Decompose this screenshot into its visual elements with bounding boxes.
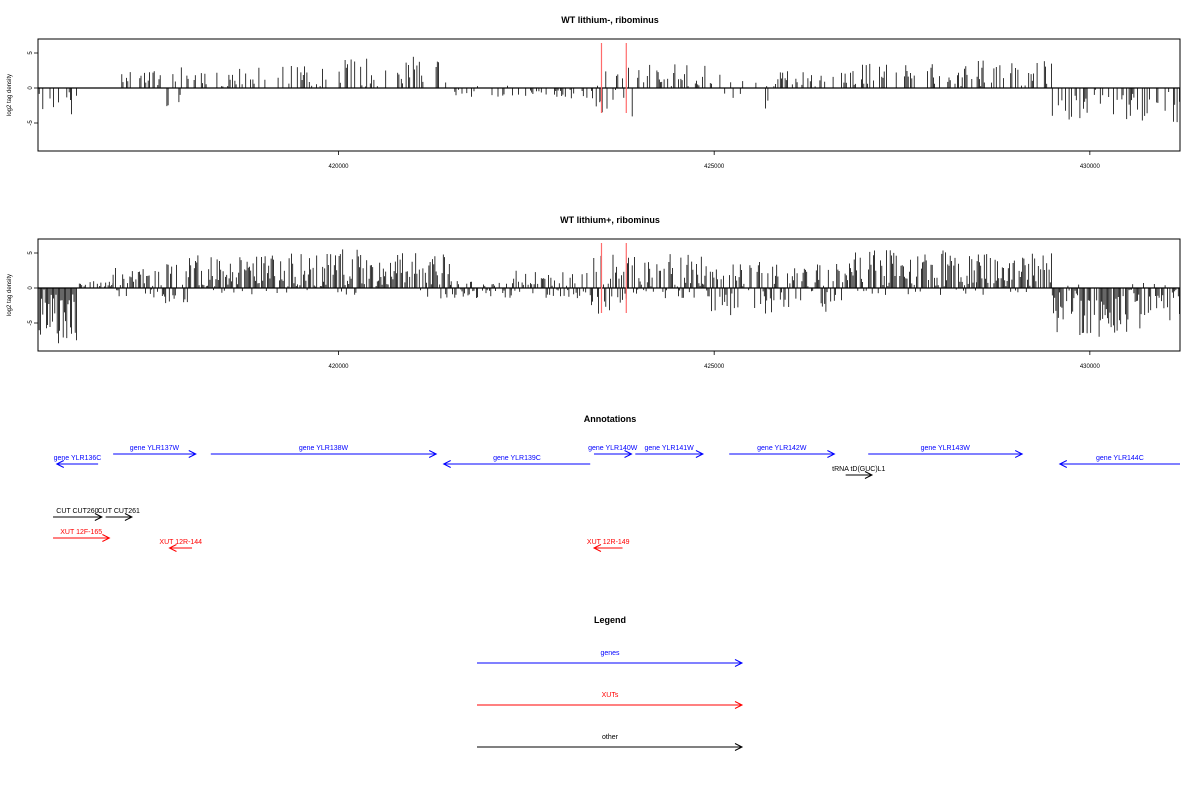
feature-label: gene YLR141W <box>644 445 694 452</box>
annotation-feature: XUT 12F-165 <box>53 529 111 542</box>
annotation-feature: gene YLR142W <box>729 445 836 458</box>
feature-arrow-arrowhead <box>592 544 602 552</box>
x-tick-label: 430000 <box>1080 364 1101 370</box>
feature-arrow-arrowhead <box>55 460 65 468</box>
legend: Legend genes XUTs other <box>477 615 744 751</box>
feature-arrow-arrowhead <box>188 450 197 458</box>
annotation-features: gene YLR136C gene YLR137W gene YLR138W gene… <box>53 445 1180 552</box>
annotation-feature: gene YLR136C <box>54 455 102 468</box>
region-markers <box>600 43 627 113</box>
legend-arrow-arrowhead <box>734 701 744 709</box>
feature-label: CUT CUT261 <box>98 508 140 515</box>
y-axis: 5 0 -5 <box>28 251 39 326</box>
feature-label: gene YLR138W <box>299 445 349 452</box>
feature-label: CUT CUT260 <box>56 508 98 515</box>
y-axis-label: log2 tag density <box>7 74 13 116</box>
x-tick-label: 420000 <box>329 364 350 370</box>
annotation-feature: XUT 12R-144 <box>159 539 202 552</box>
x-tick-label: 430000 <box>1080 164 1101 170</box>
annotations-title: Annotations <box>584 414 637 424</box>
feature-label: gene YLR143W <box>921 445 971 452</box>
y-axis-label: log2 tag density <box>7 274 13 316</box>
y-tick-label: 5 <box>28 251 34 255</box>
x-tick-label: 425000 <box>704 164 725 170</box>
coverage-panel-lithium-minus: WT lithium-, ribominus log2 tag density … <box>7 15 1181 170</box>
annotation-feature: gene YLR143W <box>868 445 1024 458</box>
annotation-feature: gene YLR138W <box>210 445 438 458</box>
y-axis: 5 0 -5 <box>28 51 39 126</box>
legend-label: other <box>602 734 619 741</box>
panel-title: WT lithium-, ribominus <box>561 15 659 25</box>
y-tick-label: 0 <box>28 86 34 90</box>
feature-arrow-arrowhead <box>124 513 134 521</box>
feature-label: gene YLR144C <box>1096 455 1144 462</box>
feature-arrow-arrowhead <box>442 460 451 468</box>
coverage-bars <box>37 56 1180 123</box>
feature-arrow-arrowhead <box>624 450 633 458</box>
feature-arrow-arrowhead <box>864 471 874 479</box>
annotation-feature: CUT CUT261 <box>98 508 140 521</box>
annotation-feature: gene YLR141W <box>635 445 705 458</box>
feature-arrow-arrowhead <box>168 544 177 552</box>
feature-label: gene YLR142W <box>757 445 807 452</box>
legend-item: other <box>477 734 744 751</box>
annotation-feature: tRNA tD(GUC)L1 <box>832 466 886 479</box>
coverage-bars <box>37 249 1180 344</box>
annotation-feature: gene YLR144C <box>1058 455 1180 468</box>
region-markers <box>600 243 627 313</box>
feature-arrow-arrowhead <box>1058 460 1068 468</box>
feature-label: gene YLR139C <box>493 455 541 462</box>
annotation-feature: CUT CUT260 <box>53 508 103 521</box>
feature-label: XUT 12F-165 <box>60 529 102 536</box>
feature-arrow-arrowhead <box>102 534 111 542</box>
annotation-feature: gene YLR140W <box>588 445 638 458</box>
annotation-feature: gene YLR137W <box>113 445 197 458</box>
annotation-feature: gene YLR139C <box>442 455 591 468</box>
legend-arrow-arrowhead <box>734 659 744 667</box>
y-tick-label: 0 <box>28 286 34 290</box>
feature-label: tRNA tD(GUC)L1 <box>832 466 885 473</box>
legend-label: XUTs <box>602 692 619 699</box>
feature-arrow-arrowhead <box>94 513 103 521</box>
x-axis: 420000 425000 430000 <box>329 351 1101 370</box>
feature-arrow-arrowhead <box>1015 450 1024 458</box>
feature-label: XUT 12R-149 <box>587 539 630 546</box>
plot-frame <box>37 38 1181 152</box>
feature-label: gene YLR137W <box>130 445 180 452</box>
coverage-panel-lithium-plus: WT lithium+, ribominus log2 tag density … <box>7 215 1181 370</box>
legend-title: Legend <box>594 615 626 625</box>
y-tick-label: 5 <box>28 51 34 55</box>
x-tick-label: 420000 <box>329 164 350 170</box>
feature-label: gene YLR136C <box>54 455 102 462</box>
x-tick-label: 425000 <box>704 364 725 370</box>
y-tick-label: -5 <box>28 120 34 126</box>
legend-items: genes XUTs other <box>477 650 744 751</box>
y-tick-label: -5 <box>28 320 34 326</box>
feature-arrow-arrowhead <box>428 450 438 458</box>
legend-item: genes <box>477 650 744 667</box>
x-axis: 420000 425000 430000 <box>329 151 1101 170</box>
legend-arrow-arrowhead <box>734 743 744 751</box>
panel-title: WT lithium+, ribominus <box>560 215 660 225</box>
legend-label: genes <box>600 650 620 657</box>
legend-item: XUTs <box>477 692 744 709</box>
feature-arrow-arrowhead <box>827 450 836 458</box>
annotation-feature: XUT 12R-149 <box>587 539 630 552</box>
feature-label: XUT 12R-144 <box>159 539 202 546</box>
feature-arrow-arrowhead <box>695 450 705 458</box>
feature-label: gene YLR140W <box>588 445 638 452</box>
